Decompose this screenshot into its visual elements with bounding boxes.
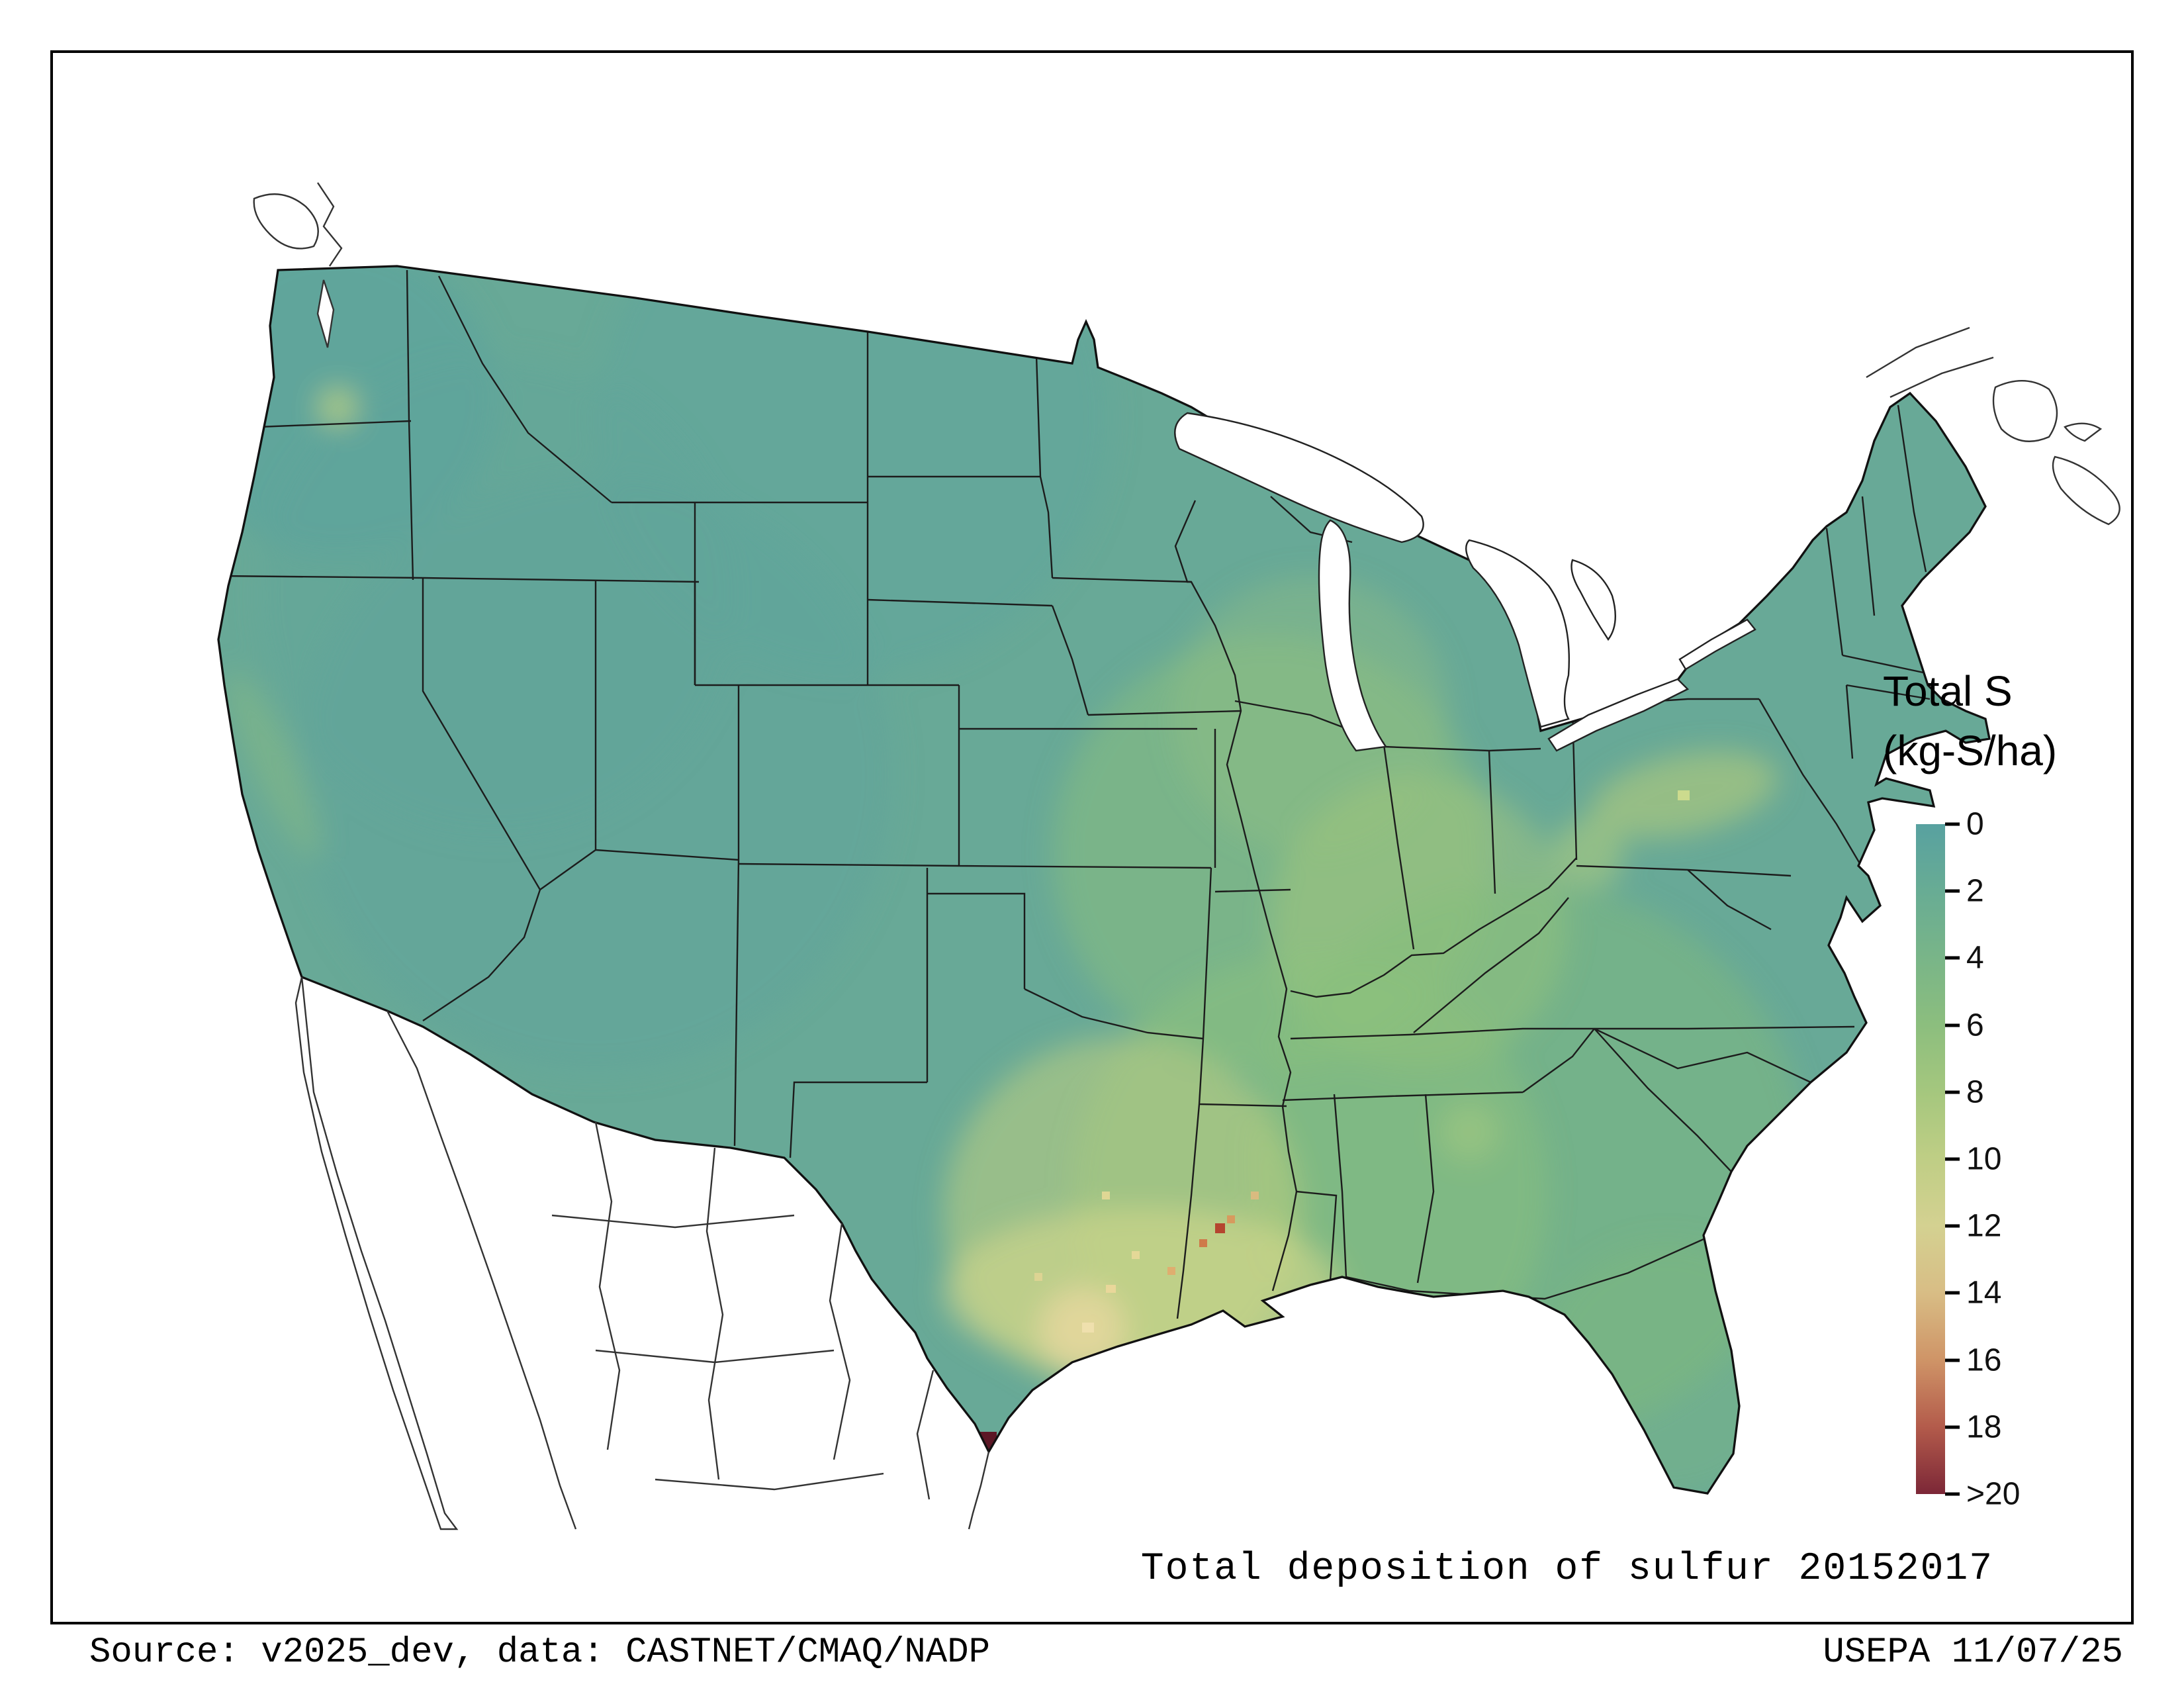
legend-tick: 14 (1945, 1275, 2001, 1311)
legend-tick-mark (1945, 1157, 1960, 1161)
legend-tick-label: 4 (1966, 940, 1984, 976)
legend-tick-label: 14 (1966, 1275, 2002, 1311)
legend-tick-mark (1945, 822, 1960, 826)
bc-coast (317, 182, 343, 267)
nova-scotia (2052, 455, 2120, 526)
legend-tick: 0 (1945, 806, 1984, 843)
legend-tick-mark (1945, 1425, 1960, 1429)
legend-title-line1: Total S (1883, 667, 2013, 715)
legend-tick: 12 (1945, 1208, 2001, 1244)
legend-tick: 18 (1945, 1409, 2001, 1445)
baja-california (295, 976, 459, 1530)
legend-tick-label: 8 (1966, 1074, 1984, 1110)
legend-title-line2: (kg-S/ha) (1883, 726, 2058, 774)
legend-tick-mark (1945, 889, 1960, 893)
great-lakes (1174, 412, 1756, 752)
lake-superior (1174, 412, 1424, 543)
lake-ontario (1678, 618, 1756, 671)
mexico-outline (295, 976, 990, 1530)
mexico-gulf-coast (968, 1451, 990, 1530)
legend-tick: 16 (1945, 1342, 2001, 1378)
canada-outline (253, 182, 2120, 526)
legend-tick-mark (1945, 956, 1960, 960)
lake-erie (1547, 678, 1690, 752)
legend-tick-mark (1945, 1023, 1960, 1027)
lake-huron (1465, 539, 1570, 728)
puget-sound (316, 279, 335, 348)
legend-tick-mark (1945, 1492, 1960, 1496)
agency-date-note: USEPA 11/07/25 (1823, 1632, 2123, 1673)
legend-tick: 2 (1945, 873, 1984, 910)
map-caption: Total deposition of sulfur 20152017 (1140, 1548, 1993, 1591)
legend-tick: 8 (1945, 1074, 1984, 1110)
georgian-bay (1570, 559, 1616, 641)
colorbar (1916, 824, 1945, 1494)
source-note: Source: v2025_dev, data: CASTNET/CMAQ/NA… (89, 1632, 991, 1673)
state-borders (218, 269, 1936, 1319)
lake-michigan (1318, 519, 1388, 752)
legend-tick-mark (1945, 1224, 1960, 1228)
legend-tick-label: 16 (1966, 1342, 2002, 1378)
hotspot-specks (979, 790, 1690, 1450)
legend-tick: 6 (1945, 1007, 1984, 1043)
legend-title: Total S (kg-S/ha) (1883, 662, 2174, 780)
legend-tick: 10 (1945, 1141, 2001, 1178)
legend-tick-label: >20 (1966, 1476, 2021, 1512)
st-lawrence-river (1866, 326, 1994, 399)
legend-tick-mark (1945, 1358, 1960, 1362)
legend-tick-label: 2 (1966, 873, 1984, 909)
legend-tick: 4 (1945, 940, 1984, 976)
legend-tick-label: 6 (1966, 1008, 1984, 1043)
legend-tick-label: 10 (1966, 1141, 2002, 1177)
gulf-of-california-coast (386, 1010, 577, 1530)
prince-edward-island (2064, 422, 2103, 442)
legend-tick-mark (1945, 1291, 1960, 1295)
vancouver-island (253, 193, 319, 250)
legend-tick: >20 (1945, 1476, 2020, 1513)
legend-tick-mark (1945, 1090, 1960, 1094)
new-brunswick (1992, 380, 2058, 442)
legend-tick-label: 0 (1966, 806, 1984, 842)
colorbar-legend: Total S (kg-S/ha) 0 2 4 6 8 10 12 14 16 18 >20 (1883, 662, 2174, 1523)
legend-tick-label: 18 (1966, 1409, 2002, 1445)
legend-tick-label: 12 (1966, 1208, 2002, 1244)
